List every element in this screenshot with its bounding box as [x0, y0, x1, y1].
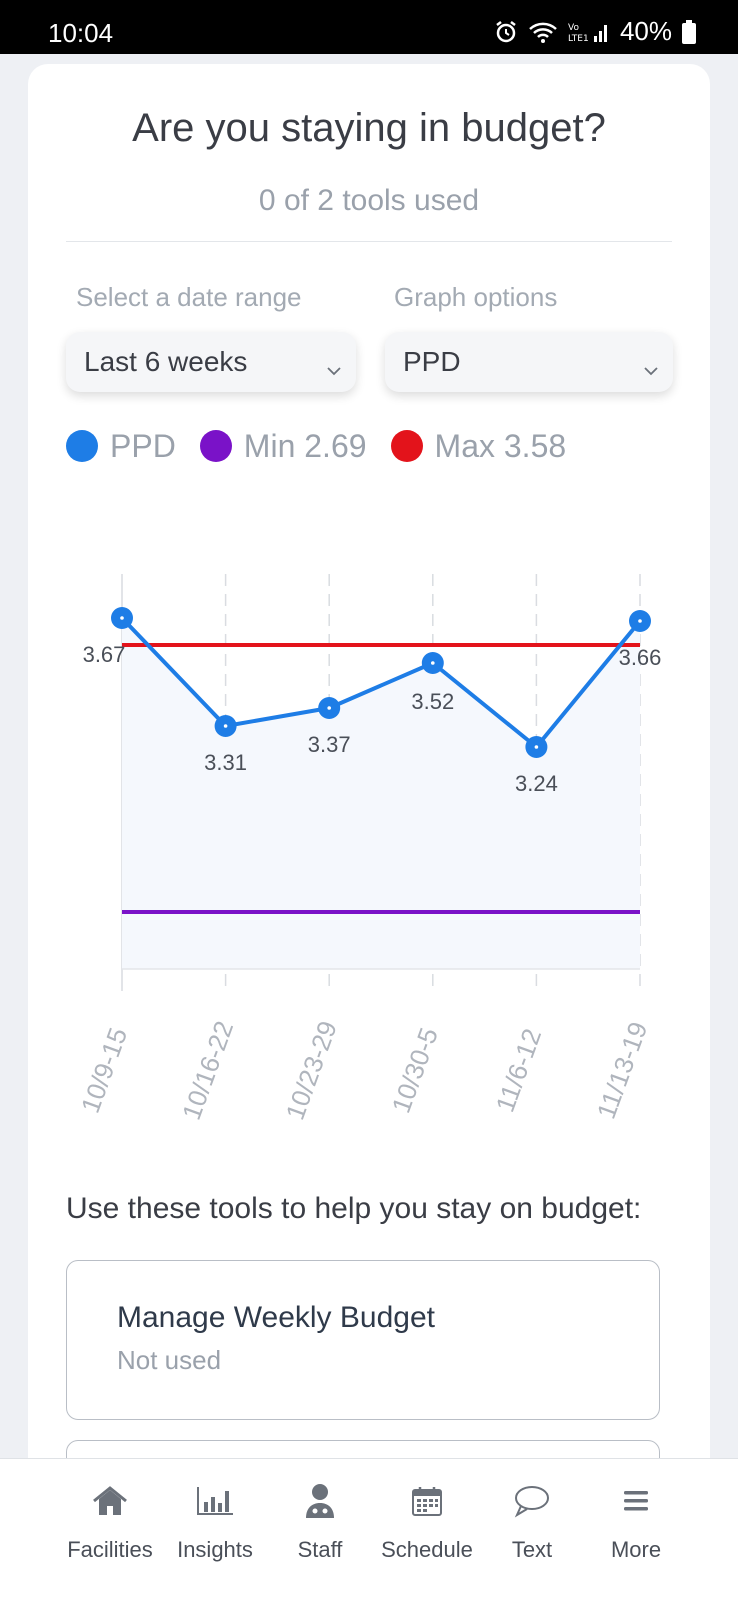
- graph-options-value: PPD: [403, 346, 461, 377]
- page-title: Are you staying in budget?: [132, 106, 606, 150]
- nav-item-schedule[interactable]: Schedule: [372, 1459, 482, 1600]
- legend-dot-max: [390, 430, 423, 462]
- graph-options-label: Graph options: [394, 282, 558, 312]
- data-point-center: [431, 661, 435, 665]
- data-point-center: [638, 619, 642, 623]
- legend-label-min: Min 2.69: [243, 427, 367, 464]
- nav-item-more[interactable]: More: [586, 1459, 686, 1600]
- budget-card: Are you staying in budget? 0 of 2 tools …: [28, 64, 710, 1504]
- nav-item-insights[interactable]: Insights: [165, 1459, 265, 1600]
- staff-icon: [304, 1481, 336, 1521]
- tool-card-manage-weekly-budget[interactable]: Manage Weekly Budget Not used: [66, 1260, 660, 1420]
- x-tick-label: 11/6-12: [490, 1025, 548, 1116]
- alarm-icon: [494, 20, 518, 44]
- data-point-center: [120, 616, 124, 620]
- legend-item-max: Max 3.58: [390, 427, 567, 465]
- bottom-nav: Facilities Insights Staff Schedule Text …: [0, 1458, 738, 1600]
- nav-item-text[interactable]: Text: [482, 1459, 582, 1600]
- data-label: 3.67: [83, 642, 126, 667]
- tools-used-count: 0 of 2 tools used: [258, 184, 480, 217]
- x-tick-label: 10/30-5: [386, 1024, 444, 1117]
- area-fill: [122, 618, 640, 969]
- x-tick-label: 11/13-19: [591, 1018, 654, 1123]
- nav-label: More: [610, 1537, 662, 1562]
- battery-icon: [682, 19, 696, 44]
- tool-status: Not used: [117, 1345, 222, 1375]
- data-label: 3.66: [619, 645, 662, 670]
- divider: [66, 241, 672, 242]
- data-point-center: [534, 745, 539, 749]
- chat-bubble-icon: [513, 1481, 551, 1521]
- nav-item-staff[interactable]: Staff: [270, 1459, 370, 1600]
- legend-label-ppd: PPD: [110, 427, 176, 464]
- x-tick-label: 10/23-29: [280, 1017, 343, 1124]
- legend-item-ppd: PPD: [66, 428, 176, 465]
- graph-options-select[interactable]: PPD: [385, 332, 673, 392]
- nav-label: Text: [511, 1537, 553, 1562]
- signal-icon: Vo LTE1: [568, 20, 610, 44]
- data-label: 3.37: [308, 732, 351, 757]
- status-icons: Vo LTE1 40%: [494, 16, 696, 47]
- chevron-down-icon: [643, 352, 659, 384]
- menu-icon: [623, 1481, 649, 1521]
- chart-legend: PPD Min 2.69 Max 3.58: [66, 426, 686, 466]
- status-time: 10:04: [48, 18, 114, 48]
- legend-item-min: Min 2.69: [199, 427, 367, 465]
- nav-label: Insights: [177, 1537, 253, 1562]
- tool-title: Manage Weekly Budget: [117, 1301, 435, 1334]
- svg-text:LTE1: LTE1: [568, 34, 589, 44]
- x-tick-label: 10/16-22: [176, 1017, 239, 1124]
- data-label: 3.31: [204, 750, 247, 775]
- date-range-label: Select a date range: [76, 282, 302, 312]
- nav-label: Facilities: [67, 1537, 153, 1562]
- legend-dot-ppd: [66, 430, 98, 462]
- legend-dot-min: [199, 430, 232, 462]
- data-label: 3.52: [411, 689, 454, 714]
- x-tick-label: 10/9-15: [75, 1024, 133, 1117]
- battery-percent: 40%: [619, 16, 672, 46]
- nav-label: Schedule: [381, 1537, 473, 1562]
- ppd-series-line: [120, 616, 642, 749]
- date-range-select[interactable]: Last 6 weeks: [66, 332, 356, 392]
- home-icon: [92, 1481, 128, 1521]
- data-point-center: [327, 706, 332, 710]
- calendar-icon: [411, 1481, 443, 1521]
- legend-label-max: Max 3.58: [434, 427, 567, 464]
- data-point-center: [223, 724, 228, 728]
- nav-label: Staff: [297, 1537, 343, 1562]
- date-range-value: Last 6 weeks: [84, 346, 248, 377]
- svg-text:Vo: Vo: [568, 23, 579, 33]
- data-label: 3.24: [515, 771, 558, 796]
- nav-item-facilities[interactable]: Facilities: [60, 1459, 160, 1600]
- chevron-down-icon: [326, 352, 342, 384]
- bar-chart-icon: [195, 1481, 235, 1521]
- ppd-line-chart: 3.67 3.31 3.37 3.52 3.24 3.66 10/9-15 10/16-22 1…: [75, 574, 662, 1124]
- wifi-icon: [528, 20, 558, 44]
- status-bar: 10:04 Vo LTE1 40%: [0, 0, 738, 54]
- tools-heading: Use these tools to help you stay on budg…: [66, 1192, 642, 1225]
